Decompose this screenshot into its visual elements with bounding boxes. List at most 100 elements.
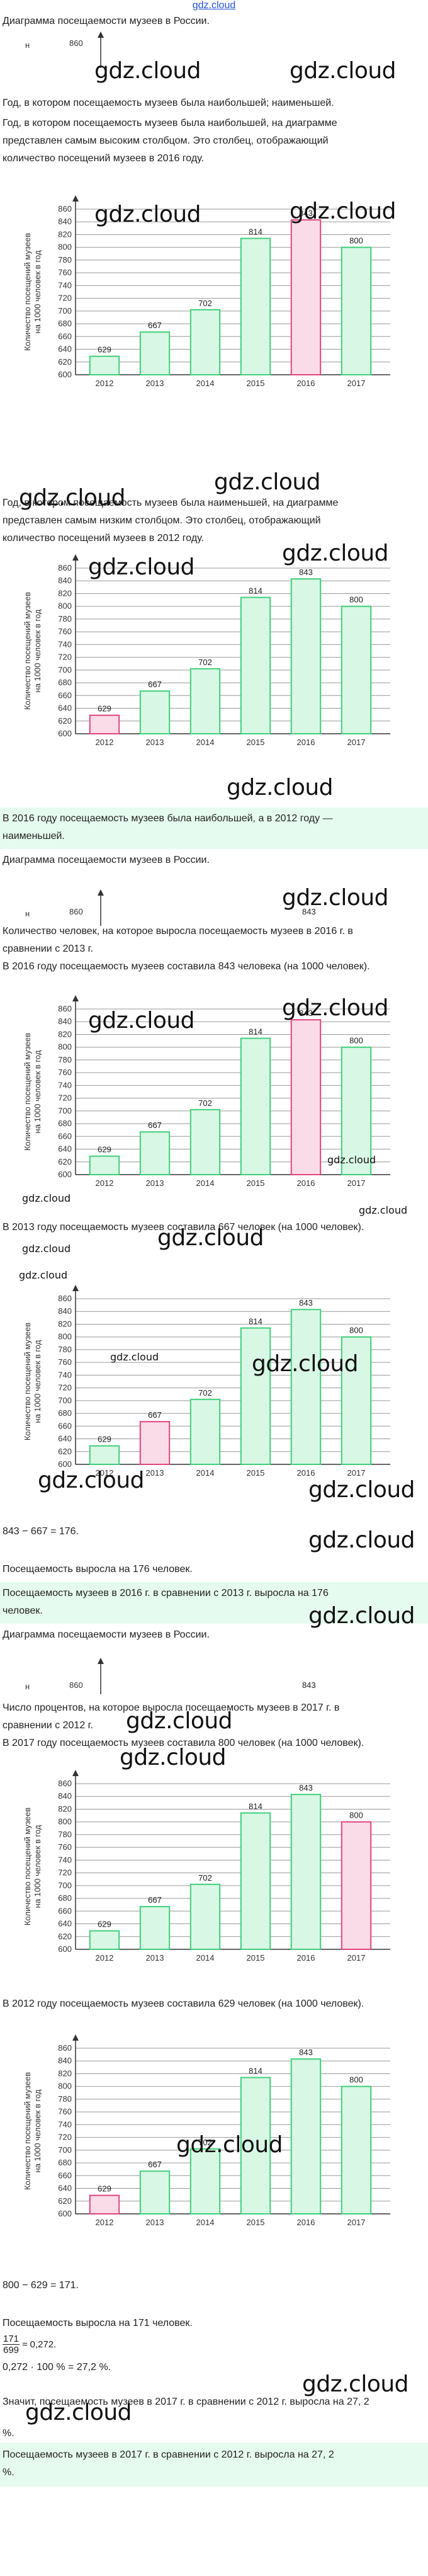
- y-tick-label: 840: [58, 217, 72, 226]
- paragraph: %.: [3, 2428, 14, 2439]
- bar-value-label: 702: [198, 1098, 212, 1108]
- y-tick-label: 780: [58, 255, 72, 265]
- y-tick-label: 660: [58, 1131, 72, 1141]
- x-tick-label: 2013: [146, 1953, 164, 1963]
- bar: [341, 2085, 372, 2214]
- y-tick-label: 800: [58, 242, 72, 252]
- bar-value-label: 800: [349, 236, 363, 246]
- x-tick-label: 2017: [347, 1178, 366, 1188]
- y-tick-label: 860: [58, 1779, 72, 1788]
- bar: [240, 2077, 271, 2215]
- bar-value-label: 702: [198, 658, 212, 667]
- site-link[interactable]: gdz.cloud: [192, 0, 236, 11]
- bar: [139, 1906, 171, 1951]
- bar-value-label: 702: [198, 1873, 212, 1883]
- y-tick-label: 660: [58, 690, 72, 700]
- bar-value-label: 814: [249, 586, 262, 596]
- bar-value-label: 814: [249, 1802, 262, 1811]
- paragraph: 800 − 629 = 171.: [3, 2280, 79, 2291]
- y-tick-label: 740: [58, 280, 72, 290]
- y-tick-label: 760: [58, 2107, 72, 2116]
- y-axis-arrow: [72, 995, 79, 1001]
- paragraph: %.: [3, 2467, 14, 2478]
- fraction: 171 699 ≈ 0,272.: [3, 2334, 57, 2356]
- y-tick-label: 640: [58, 1434, 72, 1444]
- x-tick-label: 2012: [96, 1468, 114, 1478]
- paragraph: Количество человек, на которое выросла п…: [3, 926, 353, 937]
- bar: [89, 355, 120, 376]
- y-tick-label: 680: [58, 678, 72, 687]
- y-tick-label: 860: [58, 1004, 72, 1013]
- y-tick-label: 640: [58, 345, 72, 354]
- y-tick-label: 600: [58, 2209, 72, 2218]
- x-tick-label: 2016: [297, 1178, 315, 1188]
- y-axis-label: Количество посещений музеев: [23, 1033, 32, 1151]
- paragraph: Диаграмма посещаемости музеев в России.: [3, 1629, 210, 1640]
- paragraph: сравнении с 2013 г.: [3, 943, 93, 954]
- chart-svg: 600 620 640 660 680 700 720 740 760 780 800 820 840 8…: [23, 2034, 390, 2227]
- bar: [189, 1398, 221, 1465]
- bar-value-label: 667: [148, 1895, 162, 1905]
- y-axis-arrow: [72, 1770, 79, 1776]
- bar: [89, 2194, 120, 2215]
- paragraph: В 2016 году посещаемость музеев составил…: [3, 961, 370, 972]
- axis-tick-label: 860: [69, 1680, 83, 1690]
- watermark: gdz.cloud: [157, 1225, 264, 1251]
- x-tick-label: 2014: [196, 2218, 215, 2227]
- y-tick-label: 760: [58, 1842, 72, 1852]
- y-tick-label: 740: [58, 1370, 72, 1379]
- y-tick-label: 820: [58, 1029, 72, 1039]
- x-tick-label: 2017: [347, 2218, 366, 2227]
- bar: [139, 331, 171, 376]
- bar: [189, 309, 221, 375]
- x-tick-label: 2014: [196, 1178, 215, 1188]
- x-tick-label: 2016: [297, 379, 315, 388]
- y-axis-arrow: [72, 554, 79, 561]
- x-tick-label: 2013: [146, 1468, 164, 1478]
- answer-box: В 2016 году посещаемость музеев была наи…: [0, 807, 428, 849]
- bar: [341, 246, 372, 375]
- bar-value-label: 629: [98, 704, 111, 714]
- y-tick-label: 600: [58, 1944, 72, 1954]
- bar: [89, 1155, 120, 1176]
- paragraph: Диаграмма посещаемости музеев в России.: [3, 16, 210, 26]
- x-tick-label: 2012: [96, 1178, 114, 1188]
- watermark: gdz.cloud: [22, 1192, 71, 1204]
- bar-value-label: 814: [249, 227, 262, 237]
- watermark: gdz.cloud: [25, 2400, 132, 2425]
- paragraph: Посещаемость музеев в 2017 г. в сравнени…: [3, 2449, 334, 2460]
- watermark: gdz.cloud: [22, 1243, 71, 1255]
- bar-chart: 600 620 640 660 680 700 720 740 760 780 800 820 840 8…: [19, 554, 422, 756]
- svg-text:н: н: [25, 909, 30, 918]
- y-tick-label: 760: [58, 1357, 72, 1367]
- y-axis-label: на 1000 человек в год: [33, 609, 42, 692]
- bar-value-label: 667: [148, 680, 162, 689]
- bar: [139, 1421, 171, 1466]
- y-axis-arrow: [72, 2034, 79, 2041]
- watermark: gdz.cloud: [19, 1269, 68, 1281]
- y-tick-label: 680: [58, 1119, 72, 1128]
- y-axis-label: на 1000 человек в год: [33, 1825, 42, 1908]
- bar: [89, 714, 120, 735]
- x-tick-label: 2012: [96, 1953, 114, 1963]
- y-tick-label: 640: [58, 1144, 72, 1154]
- y-tick-label: 640: [58, 2184, 72, 2193]
- watermark: gdz.cloud: [126, 1708, 233, 1734]
- watermark: gdz.cloud: [282, 995, 389, 1021]
- watermark: gdz.cloud: [282, 540, 389, 566]
- paragraph: 0,272 · 100 % = 27,2 %.: [3, 2362, 111, 2373]
- bar: [240, 1812, 271, 1951]
- y-tick-label: 820: [58, 588, 72, 598]
- watermark: gdz.cloud: [88, 554, 195, 580]
- y-tick-label: 700: [58, 1396, 72, 1405]
- y-tick-label: 760: [58, 1068, 72, 1077]
- value-label: 843: [302, 1680, 316, 1690]
- bar-value-label: 702: [198, 2138, 212, 2147]
- bar-value-label: 843: [299, 1783, 313, 1792]
- watermark: gdz.cloud: [308, 1603, 415, 1629]
- y-tick-label: 640: [58, 1919, 72, 1929]
- bar-value-label: 667: [148, 2160, 162, 2169]
- bar: [341, 1046, 372, 1175]
- bar-value-label: 629: [98, 1920, 111, 1929]
